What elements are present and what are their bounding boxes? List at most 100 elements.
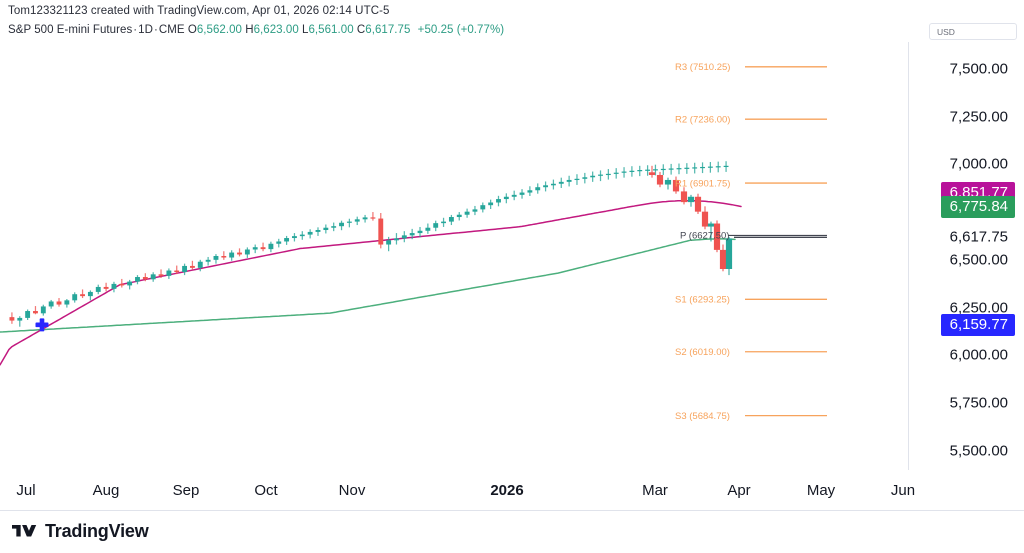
currency-badge[interactable]: USD [929, 23, 1017, 40]
candle-body [87, 291, 93, 297]
candle-body [237, 252, 242, 255]
candle-body [409, 233, 415, 236]
candle-body [127, 281, 133, 286]
legend-close: C6,617.75 [357, 24, 411, 36]
candle-body [284, 238, 290, 242]
candle-body [676, 168, 682, 170]
candle-body [229, 252, 235, 258]
price-tick-750000: 7,500.00 [949, 60, 1008, 78]
candle-body [33, 311, 38, 314]
candlestick-series [9, 161, 729, 327]
tradingview-wordmark: TradingView [45, 521, 149, 541]
candle-body [605, 173, 611, 176]
candle-body [701, 211, 709, 227]
candle-body [244, 249, 250, 255]
legend-high-key: H [245, 24, 254, 36]
candle-body [725, 238, 733, 269]
candle-body [292, 236, 297, 239]
ma-slow-price-pill[interactable]: 6,775.84 [940, 196, 1015, 219]
candle-body [331, 226, 337, 228]
candle-body [543, 185, 549, 188]
candle-body [535, 187, 541, 191]
time-scale[interactable]: Jul Aug Sep Oct Nov 2026 Mar Apr May Jun [0, 470, 915, 510]
legend-open-value: 6,562.00 [196, 24, 242, 36]
marker-price-pill[interactable]: 6,159.77 [940, 313, 1015, 336]
legend-interval[interactable]: 1D [138, 24, 153, 36]
candle-body [9, 317, 15, 321]
legend-change: +50.25 (+0.77%) [417, 24, 505, 36]
price-tick-625000: 6,250.00 [949, 299, 1008, 317]
candle-body [680, 191, 688, 203]
candle-body [496, 199, 501, 203]
legend-separator-1: · [133, 24, 138, 36]
candle-body [503, 196, 509, 200]
candle-body [142, 277, 148, 280]
candle-body [323, 227, 329, 231]
candle-body [692, 167, 698, 169]
candle-body [464, 211, 470, 215]
time-scale-divider [0, 510, 1024, 511]
price-scale[interactable]: 7,500.00 7,250.00 7,000.00 6,617.75 6,500.00… [908, 42, 1024, 470]
legend-close-value: 6,617.75 [365, 24, 411, 36]
pivot-label-r3: R3 (7510.25) [675, 62, 730, 73]
legend-high: H6,623.00 [245, 24, 299, 36]
candle-body [221, 256, 227, 258]
candle-body [307, 231, 313, 235]
candle-body [433, 223, 439, 228]
candle-body [119, 283, 125, 286]
candle-body [268, 243, 274, 250]
candle-body [672, 179, 680, 192]
candle-body [645, 169, 651, 171]
time-tick-aug: Aug [92, 482, 120, 499]
legend-close-key: C [356, 24, 366, 36]
price-tick-700000: 7,000.00 [949, 155, 1008, 173]
legend-low-key: L [302, 24, 309, 36]
candle-body [456, 214, 462, 218]
pivot-label-s2: S2 (6019.00) [675, 347, 730, 358]
candle-body [511, 194, 517, 197]
chart-legend[interactable]: S&P 500 E-mini Futures·1D·CME O6,562.00 … [8, 24, 504, 36]
time-tick-may: May [806, 482, 836, 499]
candle-body [590, 175, 596, 178]
price-tick-725000: 7,250.00 [949, 108, 1008, 125]
candle-body [401, 235, 407, 239]
pivot-label-s3: S3 (5684.75) [675, 411, 730, 422]
candle-body [17, 317, 23, 321]
candle-body [213, 256, 219, 260]
legend-symbol[interactable]: S&P 500 E-mini Futures [8, 24, 133, 36]
chart-plot-area[interactable]: R3 (7510.25) R2 (7236.00) R1 (6901.75) P (6… [0, 42, 908, 470]
price-tick-650000: 6,500.00 [949, 251, 1008, 269]
candle-body [694, 196, 702, 212]
candle-body [550, 183, 556, 186]
candle-body [598, 174, 603, 176]
candle-body [719, 249, 727, 269]
legend-open-key: O [187, 24, 197, 36]
ma-slow-line [0, 238, 736, 333]
tradingview-logo[interactable]: TradingView [12, 521, 149, 542]
legend-separator-2: · [153, 24, 158, 36]
candle-body [574, 178, 580, 181]
candle-body [189, 265, 195, 268]
candle-body [441, 221, 446, 224]
candle-body [687, 196, 695, 203]
candle-body [613, 172, 619, 174]
time-tick-sep: Sep [172, 482, 200, 499]
legend-exchange: CME [158, 24, 185, 36]
crossover-marker-icon[interactable] [35, 318, 49, 332]
candle-body [723, 165, 729, 168]
candle-body [25, 311, 31, 318]
attribution-text: Tom123321123 created with TradingView.co… [8, 5, 390, 17]
candle-body [621, 171, 627, 173]
candle-body [653, 169, 658, 171]
candle-body [95, 286, 101, 292]
candle-body [472, 209, 478, 212]
time-tick-nov: Nov [338, 482, 366, 499]
legend-high-value: 6,623.00 [253, 24, 299, 36]
candle-body [72, 294, 78, 301]
candle-body [135, 277, 140, 282]
price-tick-600000: 6,000.00 [949, 346, 1008, 364]
candle-body [700, 166, 705, 169]
candle-body [582, 177, 588, 179]
candle-body [252, 247, 258, 250]
